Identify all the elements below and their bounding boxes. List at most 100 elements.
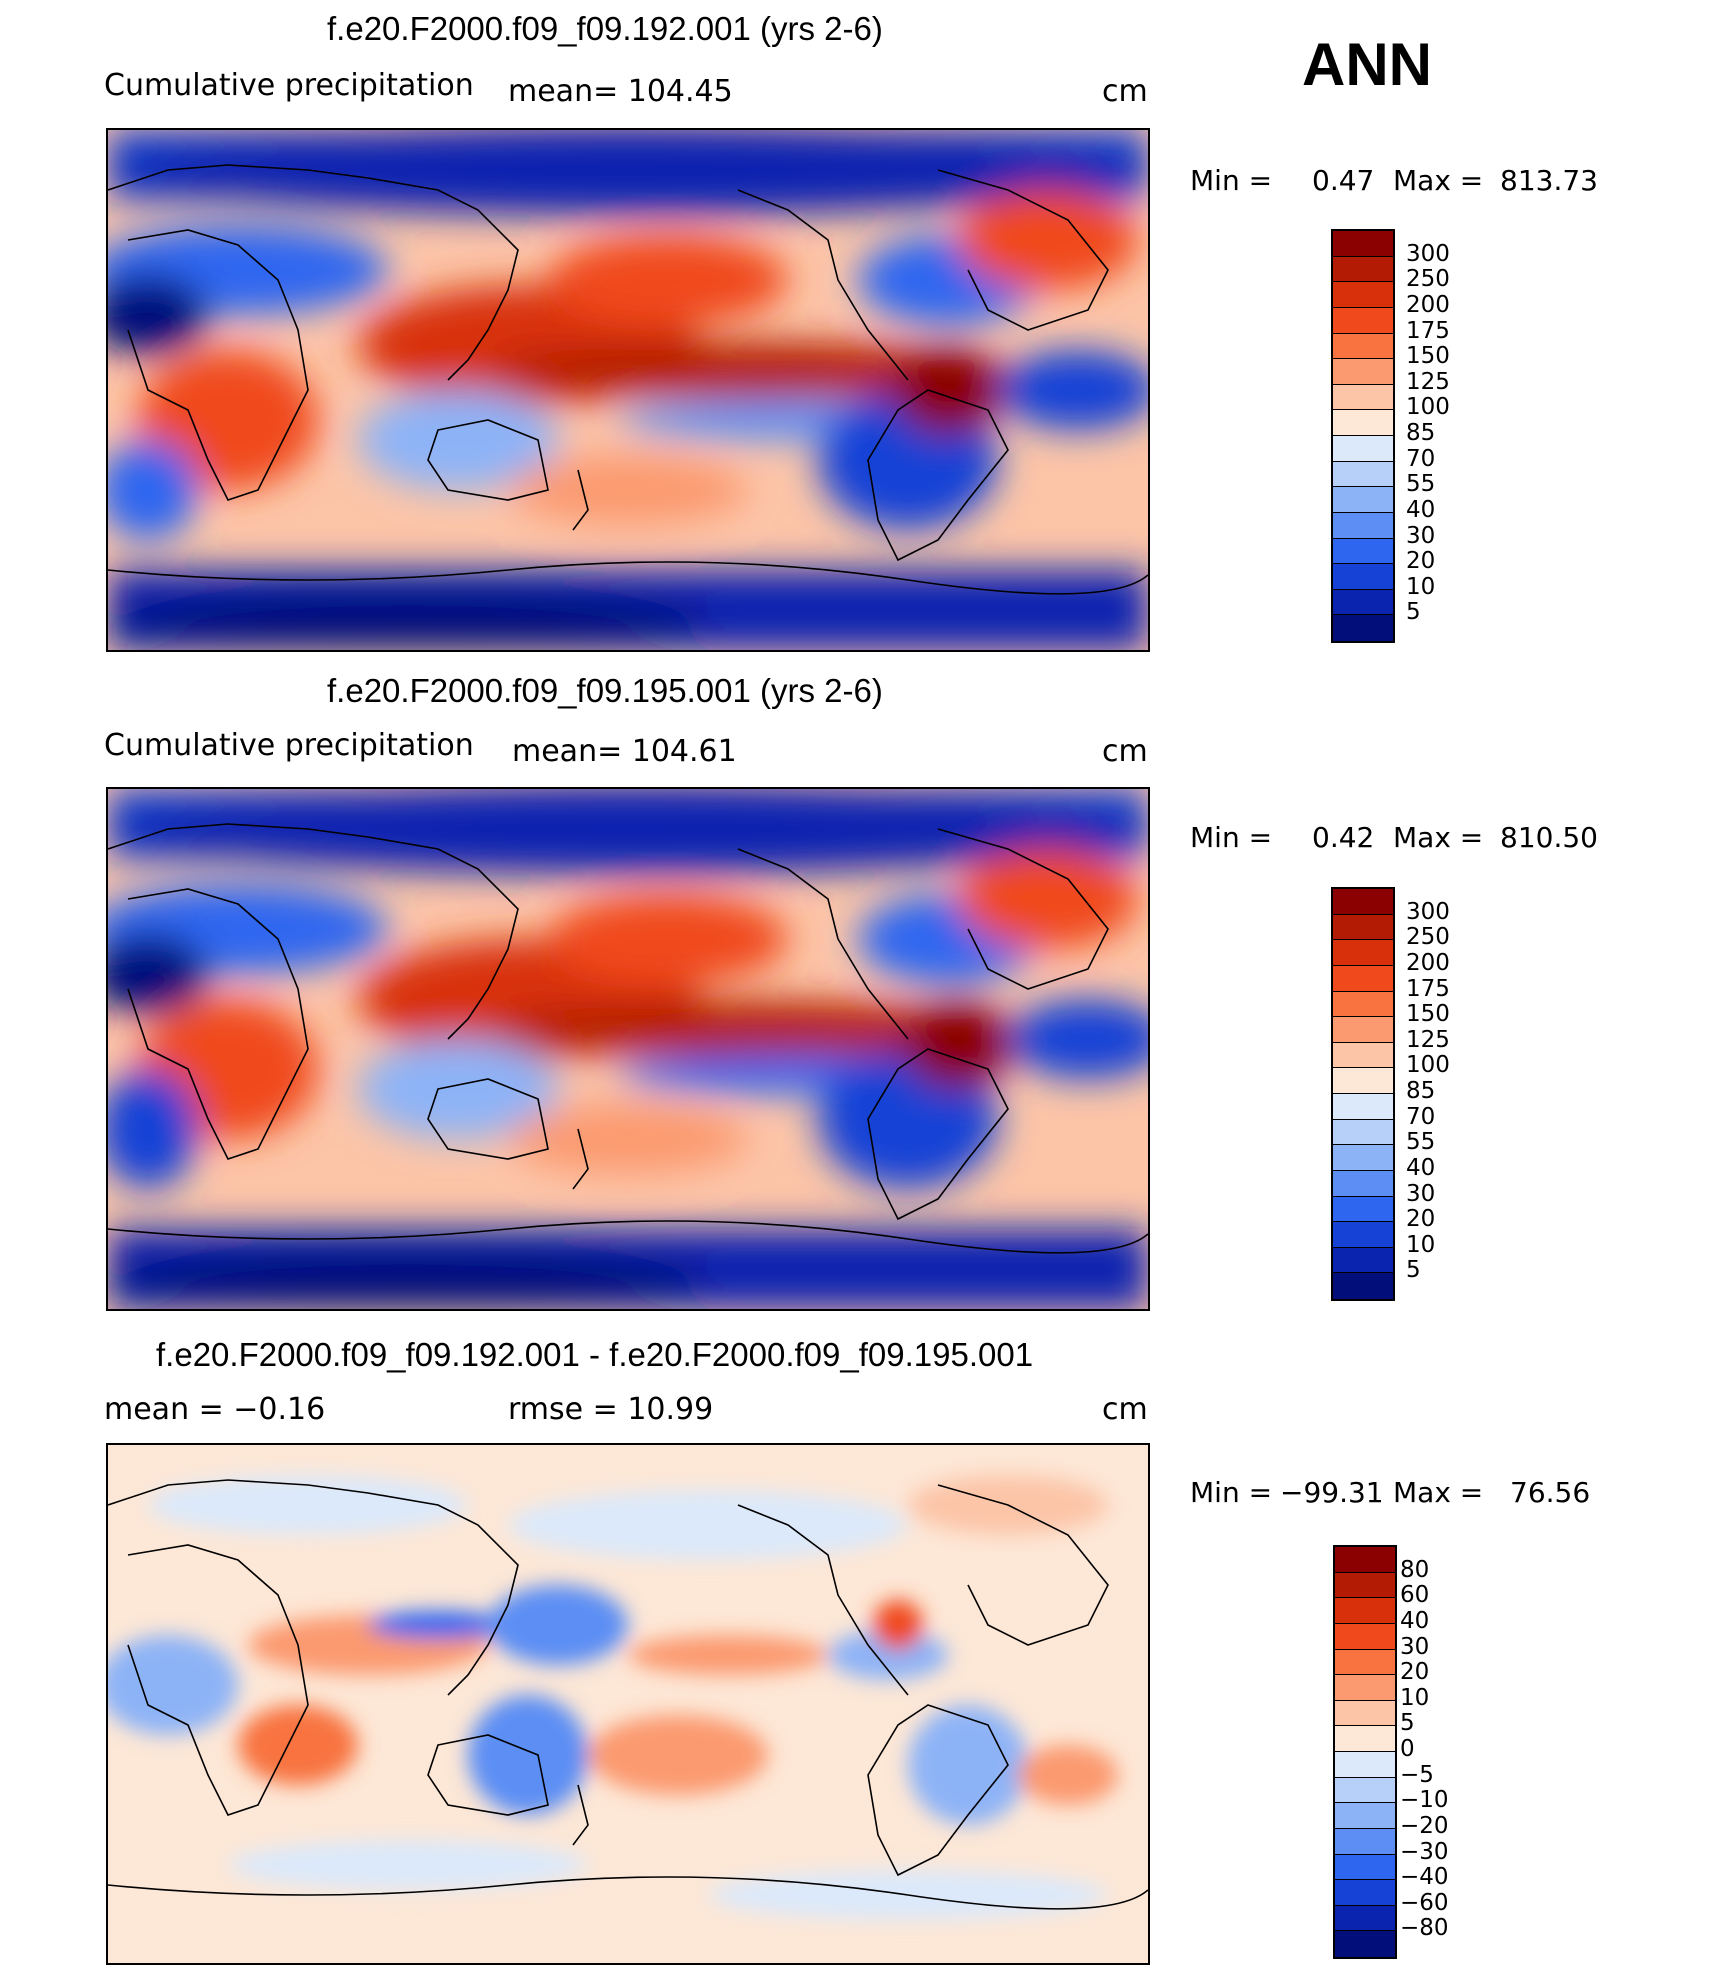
colorbar-swatch [1335, 1598, 1395, 1624]
panel1-field-label: Cumulative precipitation [104, 68, 474, 103]
panel2-coastlines [108, 823, 1148, 1254]
panel3-map [106, 1443, 1150, 1965]
panel1-map-graphic [108, 130, 1148, 650]
panel3-min-value: −99.31 [1280, 1476, 1384, 1509]
colorbar-swatch [1333, 461, 1393, 488]
colorbar-swatch [1333, 1042, 1393, 1069]
colorbar-tick-label: 60 [1400, 1582, 1430, 1609]
colorbar-tick-label: −40 [1400, 1864, 1449, 1891]
colorbar-tick-label: 100 [1406, 1052, 1450, 1079]
colorbar-swatch [1333, 512, 1393, 539]
colorbar-swatch [1333, 1145, 1393, 1171]
colorbar-tick-label: −30 [1400, 1838, 1449, 1865]
colorbar-tick-label: 55 [1406, 471, 1436, 498]
panel1-mean: mean= 104.45 [508, 74, 733, 109]
season-label: ANN [1302, 31, 1432, 98]
colorbar-tick-label: 85 [1406, 420, 1436, 446]
colorbar-swatch [1335, 1905, 1395, 1932]
colorbar-swatch [1333, 965, 1393, 992]
colorbar-tick-label: 5 [1400, 1710, 1415, 1737]
colorbar-tick-label: 175 [1406, 975, 1450, 1002]
colorbar-tick-label: 175 [1406, 317, 1450, 344]
colorbar-tick-label: 20 [1406, 548, 1436, 575]
colorbar-swatch [1335, 1777, 1395, 1804]
colorbar-swatch [1333, 889, 1393, 915]
panel2-map [106, 787, 1150, 1311]
colorbar-tick-label: 20 [1400, 1659, 1430, 1686]
colorbar-tick-label: 250 [1406, 924, 1450, 951]
panel2-min-label: Min = [1190, 821, 1273, 854]
panel2-max-label: Max = [1393, 821, 1484, 854]
colorbar-tick-label: 40 [1406, 496, 1436, 523]
colorbar-tick-label: 300 [1406, 240, 1450, 267]
colorbar-swatch [1333, 589, 1393, 616]
panel2-units: cm [1102, 734, 1148, 769]
colorbar-swatch [1333, 991, 1393, 1018]
colorbar-swatch [1333, 564, 1393, 590]
colorbar-tick-label: 85 [1406, 1078, 1436, 1104]
colorbar-tick-label: 30 [1406, 522, 1436, 549]
colorbar-swatch [1335, 1623, 1395, 1650]
colorbar-swatch [1333, 436, 1393, 462]
colorbar-tick-label: 5 [1406, 1257, 1421, 1284]
colorbar-tick-label: 150 [1406, 343, 1450, 370]
panel1-map [106, 128, 1150, 652]
panel3-rmse: rmse = 10.99 [508, 1392, 714, 1427]
colorbar-tick-label: 40 [1400, 1607, 1430, 1634]
colorbar-swatch [1333, 914, 1393, 941]
colorbar-swatch [1333, 487, 1393, 513]
colorbar-tick-label: −5 [1400, 1761, 1434, 1788]
panel1-coastlines [108, 164, 1148, 595]
colorbar-swatch [1333, 1273, 1393, 1299]
panel1-colorbar [1331, 229, 1395, 643]
colorbar-tick-label: 40 [1406, 1154, 1436, 1181]
colorbar-tick-label: −80 [1400, 1915, 1449, 1942]
panel2-map-graphic [108, 789, 1148, 1309]
panel3-coastlines [108, 1479, 1148, 1910]
colorbar-swatch [1333, 410, 1393, 436]
colorbar-tick-label: 200 [1406, 291, 1450, 318]
panel1-min-value: 0.47 [1312, 164, 1375, 197]
panel2-colorbar [1331, 887, 1395, 1301]
colorbar-tick-label: 30 [1400, 1633, 1430, 1660]
colorbar-tick-label: 10 [1400, 1684, 1430, 1711]
colorbar-swatch [1333, 1094, 1393, 1120]
colorbar-swatch [1333, 1170, 1393, 1197]
panel3-mean: mean = −0.16 [104, 1392, 326, 1427]
colorbar-tick-label: 10 [1406, 573, 1436, 600]
panel2-field-label: Cumulative precipitation [104, 728, 474, 763]
colorbar-swatch [1333, 615, 1393, 641]
colorbar-swatch [1335, 1828, 1395, 1855]
colorbar-swatch [1335, 1803, 1395, 1829]
colorbar-tick-label: 100 [1406, 394, 1450, 421]
panel1-units: cm [1102, 74, 1148, 109]
panel2-mean: mean= 104.61 [512, 734, 737, 769]
colorbar-swatch [1333, 282, 1393, 308]
colorbar-tick-label: 80 [1400, 1556, 1430, 1583]
colorbar-tick-label: 10 [1406, 1231, 1436, 1258]
colorbar-tick-label: 150 [1406, 1001, 1450, 1028]
colorbar-tick-label: 20 [1406, 1206, 1436, 1233]
colorbar-swatch [1335, 1649, 1395, 1676]
colorbar-swatch [1333, 307, 1393, 334]
colorbar-swatch [1335, 1880, 1395, 1906]
colorbar-swatch [1335, 1572, 1395, 1599]
colorbar-tick-label: 125 [1406, 1026, 1450, 1053]
panel3-title: f.e20.F2000.f09_f09.192.001 - f.e20.F200… [156, 1336, 1034, 1373]
colorbar-tick-label: 55 [1406, 1129, 1436, 1156]
colorbar-swatch [1333, 384, 1393, 411]
panel3-max-value: 76.56 [1510, 1476, 1591, 1509]
colorbar-swatch [1333, 538, 1393, 565]
colorbar-tick-label: −60 [1400, 1889, 1449, 1916]
panel2-title: f.e20.F2000.f09_f09.195.001 (yrs 2-6) [327, 672, 883, 709]
panel3-min-label: Min = [1190, 1476, 1273, 1509]
colorbar-swatch [1335, 1726, 1395, 1752]
colorbar-swatch [1333, 1017, 1393, 1043]
colorbar-swatch [1333, 231, 1393, 257]
colorbar-tick-label: −20 [1400, 1812, 1449, 1839]
colorbar-swatch [1333, 1068, 1393, 1094]
colorbar-swatch [1335, 1854, 1395, 1881]
panel3-units: cm [1102, 1392, 1148, 1427]
panel3-colorbar [1333, 1545, 1397, 1959]
colorbar-swatch [1335, 1675, 1395, 1701]
